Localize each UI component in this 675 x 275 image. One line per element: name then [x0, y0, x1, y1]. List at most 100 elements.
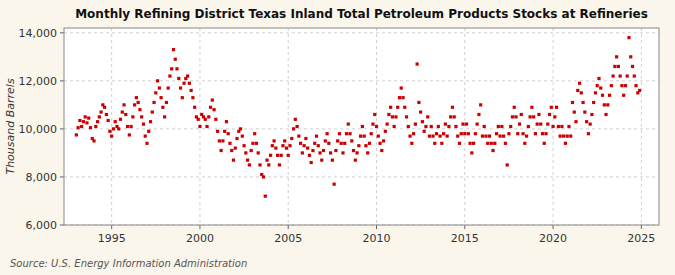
point	[168, 74, 171, 77]
point	[391, 115, 394, 118]
point	[172, 48, 175, 51]
grid-line-y	[64, 32, 659, 33]
point	[551, 125, 554, 128]
point	[98, 115, 101, 118]
point	[295, 125, 298, 128]
x-tick-label: 2025	[627, 232, 655, 245]
point	[416, 62, 419, 65]
point	[493, 142, 496, 145]
point	[154, 91, 157, 94]
point	[227, 132, 230, 135]
point	[317, 144, 320, 147]
point	[197, 118, 200, 121]
point	[509, 125, 512, 128]
point	[467, 132, 470, 135]
point	[92, 139, 95, 142]
point	[175, 67, 178, 70]
point	[274, 147, 277, 150]
y-axis-label: Thousand Barrels	[4, 78, 17, 174]
point	[366, 151, 369, 154]
point	[546, 122, 549, 125]
point	[507, 132, 510, 135]
point	[133, 103, 136, 106]
source-note: Source: U.S. Energy Information Administ…	[10, 258, 247, 269]
point	[283, 139, 286, 142]
point	[465, 122, 468, 125]
point	[389, 106, 392, 109]
point	[573, 110, 576, 113]
point	[479, 103, 482, 106]
point	[403, 106, 406, 109]
point	[108, 130, 111, 133]
point	[384, 130, 387, 133]
point	[407, 125, 410, 128]
point	[541, 132, 544, 135]
point	[520, 113, 523, 116]
point	[105, 113, 108, 116]
point	[431, 135, 434, 138]
point	[604, 113, 607, 116]
point	[377, 135, 380, 138]
point	[624, 84, 627, 87]
point	[327, 142, 330, 145]
point	[483, 125, 486, 128]
point	[248, 163, 251, 166]
point	[562, 135, 565, 138]
point	[80, 125, 83, 128]
y-tick-label: 8,000	[26, 171, 58, 184]
point	[216, 130, 219, 133]
point	[638, 89, 641, 92]
point	[82, 120, 85, 123]
point	[580, 91, 583, 94]
point	[145, 142, 148, 145]
point	[121, 110, 124, 113]
point	[265, 159, 268, 162]
point	[594, 91, 597, 94]
point	[626, 74, 629, 77]
point	[514, 115, 517, 118]
y-tick-label: 6,000	[26, 219, 58, 232]
point	[484, 135, 487, 138]
point	[603, 103, 606, 106]
point	[491, 149, 494, 152]
point	[476, 122, 479, 125]
background	[0, 0, 675, 275]
point	[506, 163, 509, 166]
point	[382, 139, 385, 142]
point	[363, 135, 366, 138]
point	[463, 132, 466, 135]
point	[426, 115, 429, 118]
point	[375, 125, 378, 128]
point	[182, 82, 185, 85]
point	[211, 98, 214, 101]
point	[368, 142, 371, 145]
x-tick-label: 2000	[186, 232, 214, 245]
point	[597, 77, 600, 80]
x-tick	[288, 225, 289, 229]
y-tick	[60, 80, 64, 81]
point	[324, 139, 327, 142]
point	[149, 120, 152, 123]
point	[567, 125, 570, 128]
point	[147, 130, 150, 133]
point	[225, 120, 228, 123]
point	[474, 132, 477, 135]
point	[117, 127, 120, 130]
y-tick	[60, 32, 64, 33]
y-tick-label: 14,000	[19, 27, 58, 40]
point	[592, 101, 595, 104]
point	[354, 159, 357, 162]
point	[341, 151, 344, 154]
point	[401, 96, 404, 99]
point	[521, 132, 524, 135]
point	[190, 89, 193, 92]
point	[394, 115, 397, 118]
point	[357, 144, 360, 147]
point	[294, 118, 297, 121]
point	[234, 147, 237, 150]
point	[497, 125, 500, 128]
point	[288, 144, 291, 147]
point	[255, 142, 258, 145]
point	[444, 122, 447, 125]
x-tick	[464, 225, 465, 229]
